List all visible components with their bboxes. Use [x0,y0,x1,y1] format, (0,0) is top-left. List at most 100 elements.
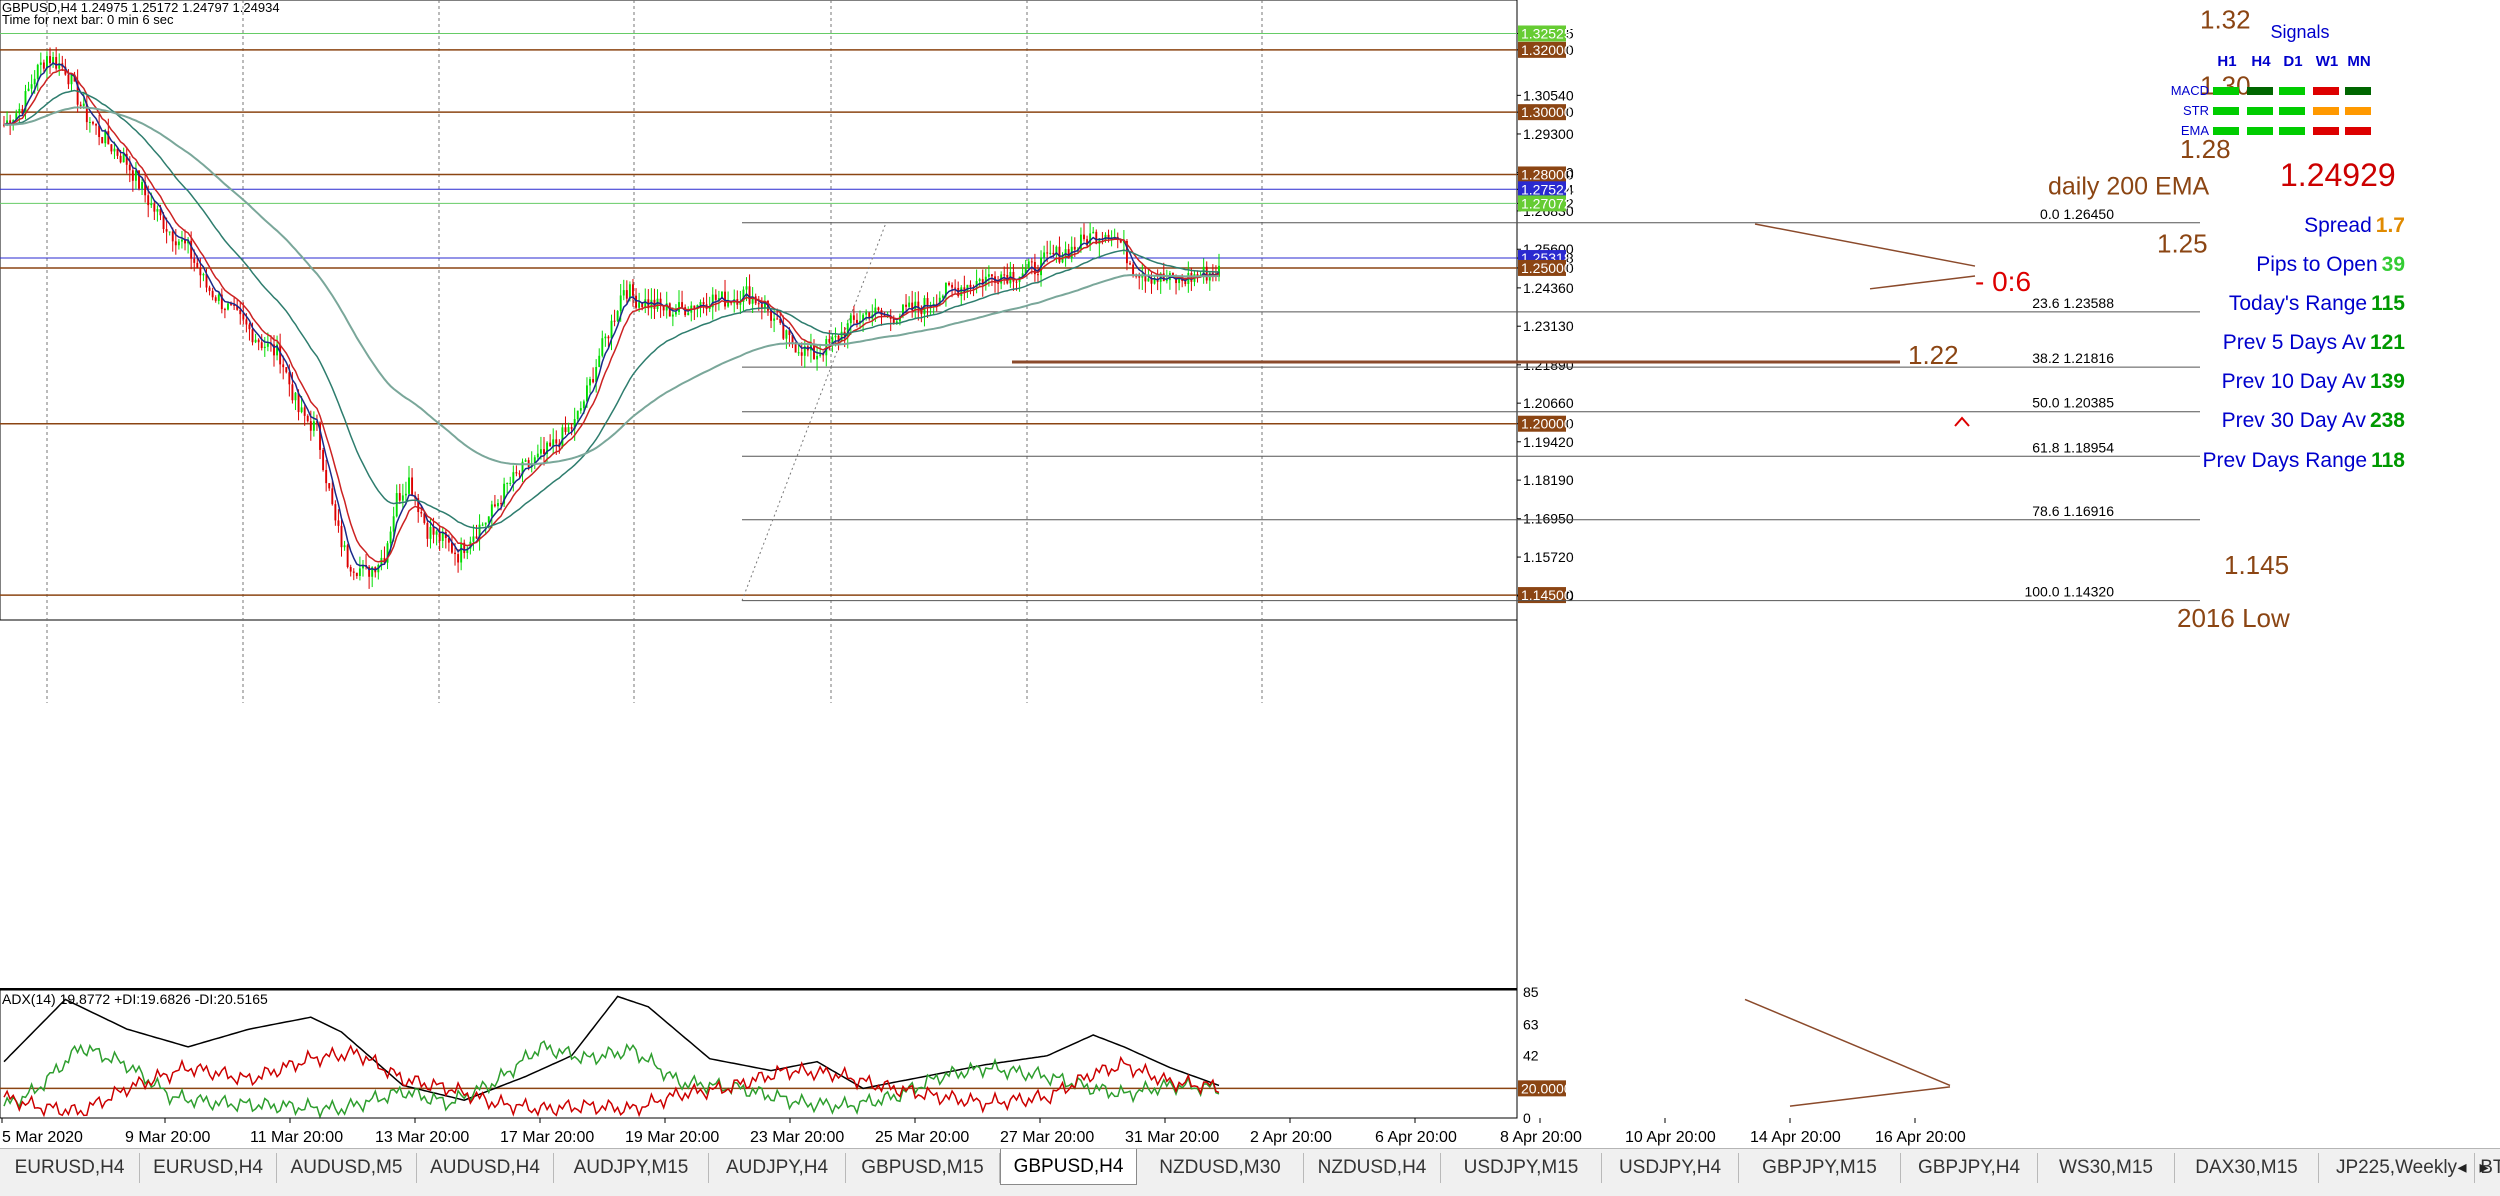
level-price-tag [1518,104,1566,121]
signals-row-label: STR [2183,103,2209,118]
candle [288,372,291,385]
candle [131,170,134,181]
x-tick-label: 27 Mar 20:00 [1000,1129,1094,1146]
adx-trend-upper [1744,998,1951,1087]
candle [95,123,97,126]
candle [1153,278,1156,284]
candle [362,565,364,569]
tab-scroll-right-icon[interactable]: ▸ [2479,1157,2489,1177]
trading-chart[interactable]: GBPUSD,H4 1.24975 1.25172 1.24797 1.2493… [0,0,2500,1148]
chart-tab[interactable]: JP225,Weekly [2319,1153,2475,1183]
y-tick-label: 1.29300 [1523,126,1574,142]
chart-tab[interactable]: USDJPY,M15 [1441,1153,1602,1183]
candle [104,131,107,144]
candle [567,427,570,433]
candle [834,335,837,338]
chart-tab[interactable]: GBPJPY,H4 [1901,1153,2038,1183]
candle [122,153,125,163]
chart-tab[interactable]: GBPUSD,M15 [846,1153,1000,1183]
x-tick-label: 8 Apr 20:00 [1500,1129,1582,1146]
candle [1092,231,1095,234]
candle [856,319,858,323]
candle [503,483,506,504]
candle [500,503,502,505]
chart-tab[interactable]: AUDJPY,M15 [554,1153,709,1183]
fib-level-label: 0.0 1.26450 [2040,206,2114,222]
chart-tab[interactable]: WS30,M15 [2038,1153,2175,1183]
candle [165,229,168,232]
candle [46,56,48,69]
candle [217,294,220,301]
candle [1037,274,1039,276]
candle [113,148,116,152]
signals-column-header: D1 [2283,53,2302,70]
fast-ema-line [3,69,1220,563]
candle [846,323,849,338]
candle [892,318,895,324]
candle [150,203,153,206]
chart-tab[interactable]: AUDUSD,M5 [277,1153,417,1183]
chart-tab[interactable]: NZDUSD,H4 [1304,1153,1441,1183]
candle [3,124,5,126]
candle [515,472,518,474]
candle [883,315,886,317]
candle [1165,280,1168,282]
candle [463,542,466,554]
candle [119,155,122,163]
x-tick-label: 14 Apr 20:00 [1750,1129,1841,1146]
chart-tab[interactable]: EURUSD,H4 [140,1153,277,1183]
chart-tab[interactable]: AUDJPY,H4 [709,1153,846,1183]
candle [518,473,521,475]
candle [782,322,785,339]
chart-tab[interactable]: DAX30,M15 [2175,1153,2319,1183]
candle [549,442,552,447]
candle [260,342,263,349]
candle [134,170,137,181]
y-tick-label: 1.20660 [1523,395,1574,411]
candle [1162,273,1165,282]
level-price-tag-label: 1.32000 [1521,42,1572,58]
adx-series-line [3,1044,1220,1118]
signal-cell [2247,127,2273,135]
candle [941,295,944,298]
candle [552,439,555,447]
candle [862,314,865,321]
chart-tab[interactable]: EURUSD,H4 [0,1153,140,1183]
candle [791,334,794,345]
signals-row-label: MACD [2171,83,2209,98]
candle [177,241,180,246]
candle [822,354,825,356]
level-price-tag [1518,587,1566,604]
candle [423,513,426,523]
fib-level-label: 78.6 1.16916 [2032,503,2114,519]
candle [466,548,469,554]
candle [322,449,325,470]
candle [441,531,444,541]
candle [408,477,410,494]
signal-cell [2345,127,2371,135]
candle [714,294,717,300]
candle [1058,246,1061,263]
chart-annotation: 1.22 [1908,340,1959,370]
candle [874,307,877,315]
candle [300,407,303,413]
chart-tab[interactable]: GBPJPY,M15 [1739,1153,1901,1183]
chart-tab[interactable]: GBPUSD,H4 [1000,1149,1137,1185]
candle [153,203,156,212]
chart-tab[interactable]: NZDUSD,M30 [1137,1153,1304,1183]
candle [521,461,524,475]
chart-tab[interactable]: BTCL [2475,1153,2500,1183]
chart-tab[interactable]: USDJPY,H4 [1602,1153,1739,1183]
candle [589,379,591,386]
candle [76,81,79,105]
candle [266,343,269,347]
candle [656,298,659,309]
tab-scroll-left-icon[interactable]: ◂ [2457,1157,2467,1177]
candle [963,287,966,293]
triangle-upper-line [1754,223,1976,267]
y-tick-label: 1.24360 [1523,280,1574,296]
chart-tab[interactable]: AUDUSD,H4 [417,1153,554,1183]
candle [1184,281,1187,285]
candle [9,120,12,126]
candle [625,290,628,299]
